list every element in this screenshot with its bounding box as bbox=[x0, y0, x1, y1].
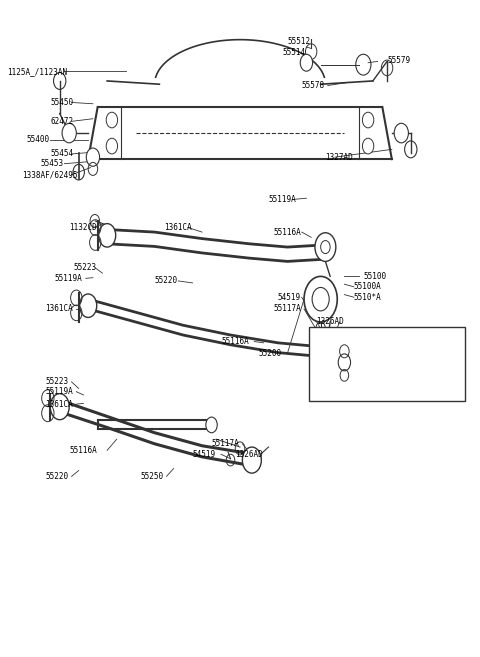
Circle shape bbox=[98, 223, 116, 247]
Text: 55400: 55400 bbox=[26, 135, 49, 144]
Text: 1326AD: 1326AD bbox=[316, 317, 344, 327]
Circle shape bbox=[315, 233, 336, 261]
Text: 1338AF/62495: 1338AF/62495 bbox=[22, 170, 77, 179]
Text: 1361CA: 1361CA bbox=[46, 399, 73, 409]
Text: 55250: 55250 bbox=[140, 472, 164, 481]
Text: 55223: 55223 bbox=[74, 263, 97, 273]
Text: 55100C: 55100C bbox=[363, 342, 391, 351]
Text: 55220: 55220 bbox=[155, 277, 178, 285]
Text: 55220: 55220 bbox=[46, 472, 69, 481]
Text: 55116A: 55116A bbox=[69, 446, 97, 455]
Text: 55512: 55512 bbox=[288, 37, 311, 47]
Text: 1361CA: 1361CA bbox=[46, 304, 73, 313]
Text: 55116A: 55116A bbox=[221, 337, 249, 346]
Text: 55100: 55100 bbox=[363, 272, 386, 281]
Text: 55453: 55453 bbox=[41, 159, 64, 168]
Text: 55119A: 55119A bbox=[55, 274, 83, 283]
Circle shape bbox=[317, 338, 338, 367]
Circle shape bbox=[362, 112, 374, 128]
Text: 1326AD: 1326AD bbox=[235, 450, 263, 459]
Circle shape bbox=[106, 112, 118, 128]
Text: 1132CD: 1132CD bbox=[69, 223, 97, 232]
Text: 55514: 55514 bbox=[283, 48, 306, 57]
Text: 1361CA: 1361CA bbox=[164, 223, 192, 232]
Text: 1327AD: 1327AD bbox=[325, 152, 353, 162]
Text: 54519: 54519 bbox=[192, 450, 216, 459]
Text: 55119A: 55119A bbox=[268, 195, 296, 204]
Text: 55117A: 55117A bbox=[273, 304, 301, 313]
Text: 55579: 55579 bbox=[387, 56, 410, 64]
Text: 55200: 55200 bbox=[259, 349, 282, 358]
Circle shape bbox=[80, 294, 96, 317]
Text: 55450: 55450 bbox=[50, 98, 73, 107]
Circle shape bbox=[62, 124, 76, 143]
Circle shape bbox=[50, 394, 69, 420]
Circle shape bbox=[206, 417, 217, 433]
Text: 1326AD: 1326AD bbox=[344, 376, 372, 385]
FancyBboxPatch shape bbox=[309, 327, 466, 401]
Text: 55223: 55223 bbox=[46, 377, 69, 386]
Circle shape bbox=[86, 148, 99, 166]
Text: 55454: 55454 bbox=[50, 149, 73, 158]
Circle shape bbox=[242, 447, 261, 473]
Circle shape bbox=[394, 124, 408, 143]
Text: 54519: 54519 bbox=[351, 349, 374, 358]
Text: 55578: 55578 bbox=[301, 81, 325, 90]
Circle shape bbox=[362, 138, 374, 154]
Text: 54519: 54519 bbox=[278, 293, 301, 302]
Circle shape bbox=[300, 55, 312, 71]
Circle shape bbox=[304, 277, 337, 322]
Text: 55119A: 55119A bbox=[46, 387, 73, 396]
Text: 62472: 62472 bbox=[50, 117, 73, 126]
Text: 5510*A: 5510*A bbox=[354, 293, 382, 302]
Text: 55100A: 55100A bbox=[354, 283, 382, 291]
Text: 55117A: 55117A bbox=[212, 440, 240, 448]
Text: 55117A: 55117A bbox=[349, 360, 377, 369]
Circle shape bbox=[106, 138, 118, 154]
Text: 1125A_/1123AN: 1125A_/1123AN bbox=[8, 66, 68, 76]
Text: 55116A: 55116A bbox=[273, 227, 301, 237]
